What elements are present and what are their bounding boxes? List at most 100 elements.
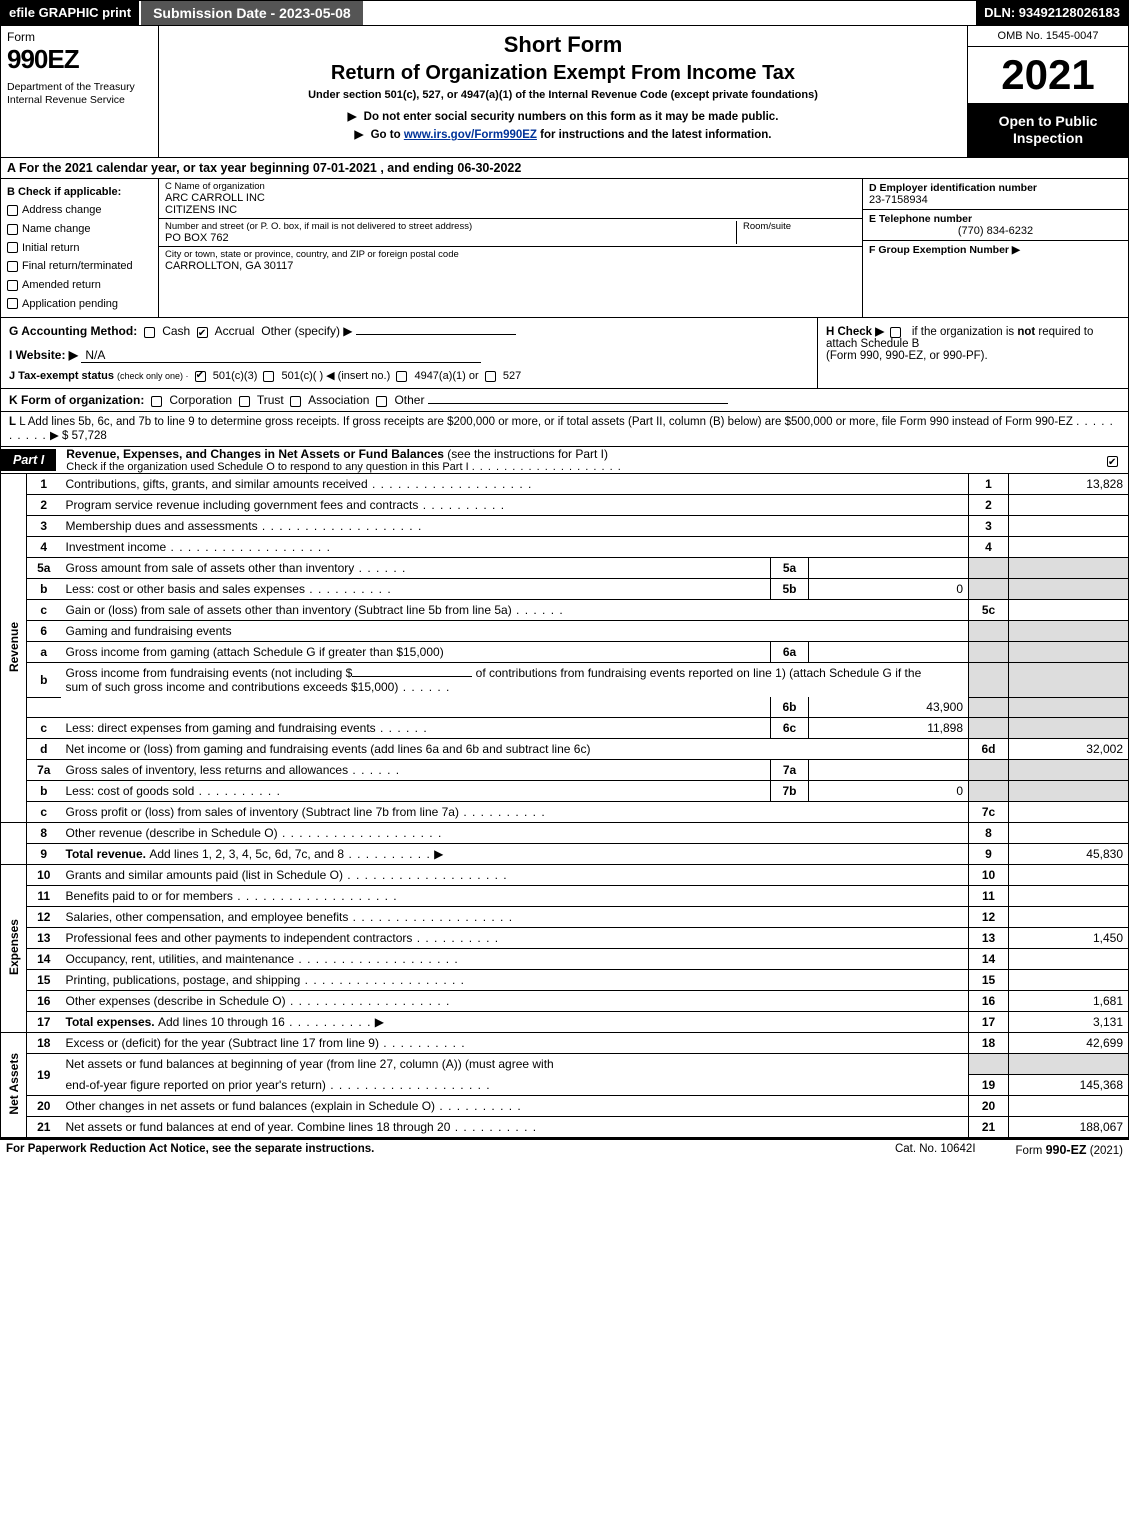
header-right: OMB No. 1545-0047 2021 Open to Public In… [968,26,1128,157]
top-bar: efile GRAPHIC print Submission Date - 20… [0,0,1129,26]
form-word: Form [7,30,152,44]
arrow-icon: ▶ [355,129,364,141]
instr1-text: Do not enter social security numbers on … [364,111,779,123]
chk-address-change[interactable]: Address change [7,201,152,220]
i-label: I Website: ▶ [9,348,78,362]
city-label: City or town, state or province, country… [165,249,856,260]
line-21: 21 Net assets or fund balances at end of… [1,1116,1129,1137]
line-9: 9 Total revenue. Add lines 1, 2, 3, 4, 5… [1,844,1129,865]
row-k: K Form of organization: Corporation Trus… [0,389,1129,412]
arrow-icon: ▶ [348,111,357,123]
line-20: 20 Other changes in net assets or fund b… [1,1095,1129,1116]
header-mid: Short Form Return of Organization Exempt… [159,26,968,157]
chk-501c3[interactable] [195,371,206,382]
open-public-badge: Open to Public Inspection [968,103,1128,157]
line-6b-box: 6b 43,900 [1,697,1129,718]
form-number: 990EZ [7,44,152,75]
chk-application-pending[interactable]: Application pending [7,295,152,314]
row-a-tax-year: A For the 2021 calendar year, or tax yea… [0,158,1129,179]
form-header: Form 990EZ Department of the Treasury In… [0,26,1129,158]
instr-line-1: ▶ Do not enter social security numbers o… [167,109,959,123]
h-text2: if the organization is [912,326,1017,338]
line-5c: c Gain or (loss) from sale of assets oth… [1,600,1129,621]
line-19a: 19 Net assets or fund balances at beginn… [1,1054,1129,1075]
section-g: G Accounting Method: Cash Accrual Other … [1,318,818,388]
j-sub: (check only one) · [117,371,189,381]
line-17: 17 Total expenses. Add lines 10 through … [1,1012,1129,1033]
section-c: C Name of organization ARC CARROLL INC C… [159,179,863,318]
line-7c: c Gross profit or (loss) from sales of i… [1,802,1129,823]
h-text4: (Form 990, 990-EZ, or 990-PF). [826,350,988,362]
ein-value: 23-7158934 [869,194,1122,206]
cat-no: Cat. No. 10642I [855,1143,1016,1157]
line-12: 12 Salaries, other compensation, and emp… [1,907,1129,928]
name-label: C Name of organization [165,181,856,192]
line-5b: b Less: cost or other basis and sales ex… [1,579,1129,600]
line-6d: d Net income or (loss) from gaming and f… [1,739,1129,760]
chk-cash[interactable] [144,327,155,338]
chk-corp[interactable] [151,396,162,407]
line-6c: c Less: direct expenses from gaming and … [1,718,1129,739]
return-title: Return of Organization Exempt From Incom… [167,62,959,85]
addr-label: Number and street (or P. O. box, if mail… [165,221,736,232]
line-14: 14 Occupancy, rent, utilities, and maint… [1,949,1129,970]
efile-print-button[interactable]: efile GRAPHIC print [1,1,141,25]
chk-initial-return[interactable]: Initial return [7,239,152,258]
chk-4947[interactable] [396,371,407,382]
chk-name-change[interactable]: Name change [7,220,152,239]
part1-header: Part I Revenue, Expenses, and Changes in… [0,447,1129,474]
l-amount: $ 57,728 [62,430,107,442]
instr2-post: for instructions and the latest informat… [540,129,771,141]
line-18: Net Assets 18 Excess or (deficit) for th… [1,1033,1129,1054]
line-11: 11 Benefits paid to or for members 11 [1,886,1129,907]
section-h: H Check ▶ if the organization is not req… [818,318,1128,388]
chk-schedule-o[interactable] [1107,456,1118,467]
line-10: Expenses 10 Grants and similar amounts p… [1,865,1129,886]
line-1: Revenue 1 Contributions, gifts, grants, … [1,474,1129,495]
line-2: 2 Program service revenue including gove… [1,495,1129,516]
line-6b-1: b Gross income from fundraising events (… [1,663,1129,698]
line-3: 3 Membership dues and assessments 3 [1,516,1129,537]
row-gh: G Accounting Method: Cash Accrual Other … [0,318,1129,389]
h-text1: H Check ▶ [826,326,884,338]
k-label: K Form of organization: [9,393,144,407]
chk-trust[interactable] [239,396,250,407]
l-text: L Add lines 5b, 6c, and 7b to line 9 to … [19,416,1073,428]
irs-link[interactable]: www.irs.gov/Form990EZ [404,129,537,141]
tax-year: 2021 [968,47,1128,103]
instr2-pre: Go to [371,129,404,141]
line-4: 4 Investment income 4 [1,537,1129,558]
chk-assoc[interactable] [290,396,301,407]
expenses-side-label: Expenses [1,865,27,1033]
chk-501c[interactable] [263,371,274,382]
page-footer: For Paperwork Reduction Act Notice, see … [0,1138,1129,1160]
line-8: 8 Other revenue (describe in Schedule O)… [1,823,1129,844]
chk-h[interactable] [890,327,901,338]
chk-amended-return[interactable]: Amended return [7,276,152,295]
submission-date: Submission Date - 2023-05-08 [141,1,363,25]
chk-final-return[interactable]: Final return/terminated [7,257,152,276]
under-section: Under section 501(c), 527, or 4947(a)(1)… [167,89,959,101]
chk-527[interactable] [485,371,496,382]
section-b: B Check if applicable: Address change Na… [1,179,159,318]
section-def: D Employer identification number 23-7158… [863,179,1128,318]
identity-block: B Check if applicable: Address change Na… [0,179,1129,319]
line-15: 15 Printing, publications, postage, and … [1,970,1129,991]
header-left: Form 990EZ Department of the Treasury In… [1,26,159,157]
form-ref: Form 990-EZ (2021) [1016,1143,1123,1157]
chk-accrual[interactable] [197,327,208,338]
omb-number: OMB No. 1545-0047 [968,26,1128,47]
row-l: L L Add lines 5b, 6c, and 7b to line 9 t… [0,412,1129,447]
line-5a: 5a Gross amount from sale of assets othe… [1,558,1129,579]
chk-other[interactable] [376,396,387,407]
h-not: not [1017,326,1035,338]
line-6: 6 Gaming and fundraising events [1,621,1129,642]
line-7b: b Less: cost of goods sold 7b 0 [1,781,1129,802]
part1-title: Revenue, Expenses, and Changes in Net As… [56,447,1107,473]
j-label: J Tax-exempt status [9,370,117,382]
dln-label: DLN: 93492128026183 [976,1,1128,25]
phone-label: E Telephone number [869,213,1122,225]
line-16: 16 Other expenses (describe in Schedule … [1,991,1129,1012]
part1-table: Revenue 1 Contributions, gifts, grants, … [0,474,1129,1138]
dept-label: Department of the Treasury Internal Reve… [7,81,152,106]
